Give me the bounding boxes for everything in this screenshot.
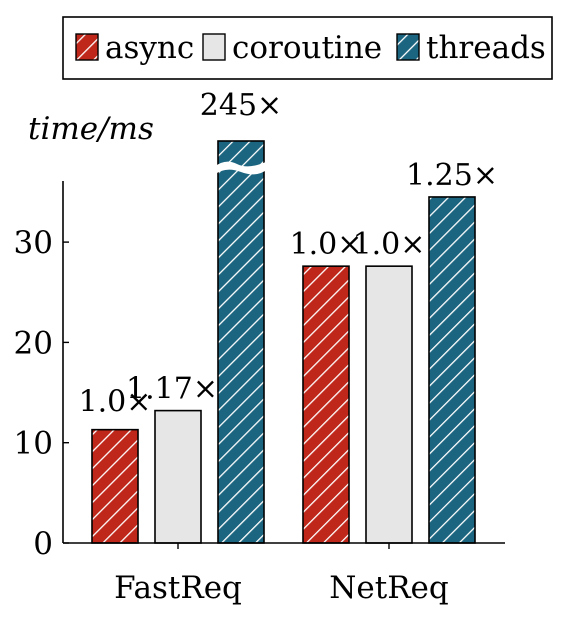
bar-async-NetReq xyxy=(302,265,350,544)
bars xyxy=(91,140,476,544)
y-tick-label: 30 xyxy=(14,225,53,261)
data-label-coroutine-FastReq: 1.17× xyxy=(126,372,218,407)
legend-swatch-threads xyxy=(396,33,420,61)
legend-label-threads: threads xyxy=(426,30,546,66)
data-label-threads-NetReq: 1.25× xyxy=(406,158,498,193)
legend-swatch-coroutine xyxy=(202,33,226,61)
bar-async-FastReq xyxy=(91,428,139,544)
legend-item-async: async xyxy=(75,30,194,66)
data-label-async-NetReq: 1.0× xyxy=(290,227,363,262)
axis-break-mark xyxy=(214,161,268,175)
y-tick-label: 0 xyxy=(33,526,53,562)
legend-frame xyxy=(62,16,553,80)
bar-threads-NetReq xyxy=(428,196,476,544)
data-label-threads-FastReq: 245× xyxy=(200,88,282,123)
bar-threads-FastReq xyxy=(217,140,265,544)
bar-coroutine-NetReq xyxy=(365,265,413,544)
bar-coroutine-FastReq xyxy=(154,409,202,544)
data-label-coroutine-NetReq: 1.0× xyxy=(353,227,426,262)
legend-label-async: async xyxy=(105,30,194,66)
y-axis-label: time/ms xyxy=(28,111,154,147)
legend: async coroutine threads xyxy=(62,16,553,80)
y-tick-label: 20 xyxy=(14,325,53,361)
data-label-async-FastReq: 1.0× xyxy=(79,385,152,420)
x-axis: FastReq NetReq xyxy=(63,542,505,606)
legend-item-threads: threads xyxy=(396,30,546,66)
legend-item-coroutine: coroutine xyxy=(202,30,382,66)
x-tick-label: FastReq xyxy=(114,570,242,606)
legend-swatch-async xyxy=(75,33,99,61)
y-axis: 0 10 20 30 xyxy=(14,181,69,562)
x-tick-label: NetReq xyxy=(329,570,448,606)
data-labels: 1.0×1.17×245×1.0×1.0×1.25× xyxy=(79,88,498,420)
legend-label-coroutine: coroutine xyxy=(232,30,382,66)
y-tick-label: 10 xyxy=(14,426,53,462)
